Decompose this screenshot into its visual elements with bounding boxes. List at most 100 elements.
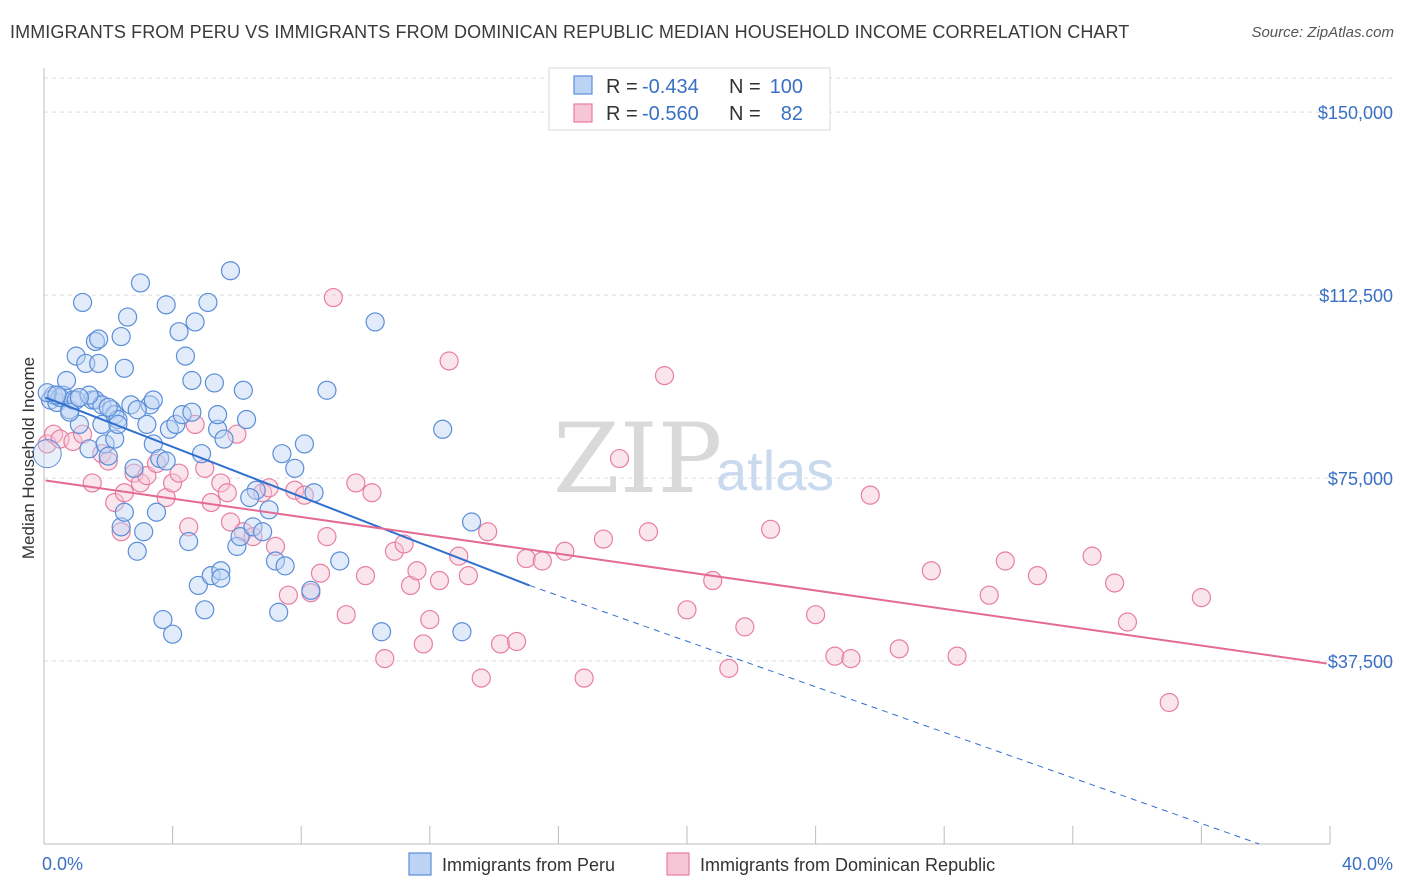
y-tick-label: $75,000 (1328, 469, 1393, 489)
data-point-peru (269, 602, 289, 622)
y-tick-labels: $37,500 $75,000 $112,500 $150,000 (1318, 103, 1393, 672)
data-point-peru (98, 446, 118, 466)
data-point-dominican (1191, 588, 1212, 608)
data-point-peru (32, 439, 62, 469)
series-legend: Immigrants from Peru Immigrants from Dom… (408, 852, 995, 876)
y-tick-label: $37,500 (1328, 652, 1393, 672)
data-point-peru (124, 458, 144, 478)
trend-lines (45, 396, 1327, 845)
data-point-peru (166, 414, 186, 435)
data-point-peru (208, 405, 228, 425)
chart-title: IMMIGRANTS FROM PERU VS IMMIGRANTS FROM … (10, 22, 1130, 42)
data-point-dominican (384, 541, 405, 561)
data-point-peru (433, 419, 453, 439)
data-point-dominican (507, 631, 527, 652)
data-point-peru (246, 480, 266, 500)
data-point-peru (243, 517, 263, 537)
data-point-peru (214, 429, 234, 449)
data-point-dominican (1104, 573, 1125, 593)
data-point-peru (89, 329, 109, 349)
data-point-peru (452, 622, 472, 642)
data-point-peru (275, 556, 295, 576)
data-point-peru (233, 380, 253, 400)
data-point-peru (89, 353, 109, 374)
data-point-dominican (211, 473, 231, 493)
data-point-dominican (1082, 546, 1102, 566)
data-point-dominican (490, 634, 511, 654)
data-point-dominican (805, 605, 826, 625)
data-point-dominican (323, 287, 343, 308)
data-point-peru (156, 451, 176, 471)
data-point-peru (134, 522, 154, 542)
y-axis-title: Median Household Income (19, 357, 38, 559)
data-point-peru (127, 400, 147, 420)
bottom-legend-swatch-dominican (666, 852, 690, 876)
legend-r-label-peru: R = (606, 76, 638, 98)
data-point-dominican (735, 617, 755, 637)
watermark-zip: ZIP (553, 403, 722, 515)
data-point-peru (220, 261, 241, 281)
data-point-peru (146, 502, 167, 522)
data-point-peru (461, 512, 482, 532)
legend-n-label-peru: N = (729, 76, 761, 98)
data-point-peru (185, 312, 205, 332)
data-point-dominican (336, 605, 356, 625)
source-credit: Source: ZipAtlas.com (1251, 24, 1394, 41)
data-point-dominican (995, 551, 1015, 571)
data-point-dominican (105, 492, 125, 513)
data-point-peru (236, 409, 257, 430)
data-point-peru (72, 292, 93, 313)
data-point-dominican (677, 600, 697, 620)
series-peru-points (32, 261, 482, 644)
data-point-dominican (346, 473, 366, 493)
data-point-dominican (760, 519, 781, 539)
data-point-dominican (163, 473, 183, 493)
data-point-dominican (37, 434, 57, 454)
data-point-dominican (979, 585, 999, 605)
data-point-peru (175, 346, 196, 366)
data-point-peru (240, 487, 260, 508)
data-point-peru (317, 380, 337, 400)
data-point-peru (259, 500, 279, 520)
data-point-peru (265, 551, 286, 571)
legend-n-value-dominican: 82 (781, 103, 803, 125)
data-point-peru (301, 580, 321, 600)
data-point-dominican (889, 639, 909, 659)
data-point-dominican (555, 541, 575, 561)
data-point-dominican (574, 668, 594, 688)
data-point-peru (198, 292, 218, 313)
data-point-peru (95, 434, 115, 454)
legend-r-value-peru: -0.434 (642, 76, 699, 98)
data-point-peru (143, 390, 163, 410)
data-point-peru (169, 322, 189, 342)
data-point-peru (98, 397, 118, 417)
data-point-peru (66, 346, 86, 366)
data-point-dominican (841, 648, 861, 669)
data-point-dominican (1027, 566, 1048, 586)
data-point-dominican (439, 351, 459, 371)
data-point-peru (285, 458, 305, 478)
data-point-dominican (278, 585, 298, 605)
correlation-legend: R = -0.434 N = 100 R = -0.560 N = 82 (548, 67, 831, 131)
data-point-dominican (458, 566, 478, 586)
data-point-dominican (825, 646, 845, 666)
data-point-peru (163, 624, 183, 644)
data-point-dominican (375, 648, 395, 669)
data-point-peru (127, 541, 147, 561)
bottom-legend-label-peru: Immigrants from Peru (442, 855, 615, 875)
legend-swatch-peru (573, 75, 593, 95)
data-point-dominican (317, 527, 337, 547)
data-point-peru (85, 331, 106, 352)
data-point-peru (130, 273, 151, 293)
data-point-dominican (947, 646, 967, 666)
data-point-dominican (179, 517, 199, 537)
data-point-dominican (220, 512, 241, 532)
data-point-dominican (82, 473, 102, 493)
data-point-peru (153, 609, 173, 630)
data-point-peru (211, 568, 231, 588)
data-point-peru (156, 295, 176, 315)
series-dominican-points (37, 287, 1212, 713)
y-tick-label: $150,000 (1318, 103, 1393, 123)
data-point-dominican (227, 424, 247, 444)
